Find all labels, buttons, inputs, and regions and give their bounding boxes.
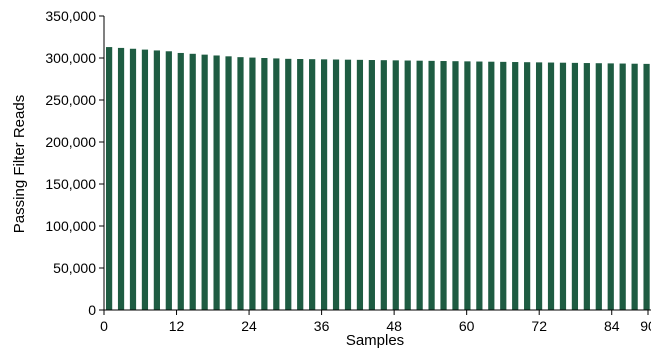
bar (524, 62, 531, 311)
bar (416, 60, 423, 310)
y-tick-label: 250,000 (45, 92, 96, 108)
x-tick-label: 0 (100, 318, 108, 334)
y-ticks-group: 0 50,000 100,000 150,000 200,000 250,000 300,0… (45, 8, 104, 318)
bar (249, 57, 256, 310)
y-tick-label: 0 (88, 302, 96, 318)
bar (559, 62, 567, 311)
axes-group (103, 16, 651, 311)
bar (428, 60, 435, 310)
y-axis-label: Passing Filter Reads (11, 95, 28, 233)
bar (106, 47, 113, 310)
bar (404, 60, 411, 310)
bar (368, 60, 375, 310)
bars-group (106, 47, 650, 311)
bar (332, 59, 340, 311)
bar (607, 63, 614, 310)
bar (261, 58, 268, 310)
bar (213, 55, 220, 311)
y-tick-label: 150,000 (45, 176, 96, 192)
bar (189, 53, 196, 311)
bar (165, 51, 172, 310)
bar (117, 47, 125, 311)
bar (356, 59, 364, 310)
bar (153, 50, 160, 310)
bar (583, 63, 590, 310)
x-tick-label: 72 (531, 318, 547, 334)
bar (631, 63, 638, 311)
bar (619, 63, 626, 310)
bar (512, 62, 519, 310)
bar (320, 59, 328, 311)
bar (344, 59, 352, 311)
y-tick-label: 100,000 (45, 218, 96, 234)
bar (488, 61, 495, 311)
x-tick-label: 12 (169, 318, 185, 334)
x-tick-label: 36 (314, 318, 330, 334)
x-tick-label: 48 (386, 318, 402, 334)
x-tick-label: 90 (640, 318, 651, 334)
y-tick-label: 350,000 (45, 8, 96, 24)
x-ticks-group: 0 12 24 36 48 60 72 84 90 (100, 310, 651, 334)
bar (643, 63, 650, 310)
x-tick-label: 84 (604, 318, 620, 334)
bar (225, 56, 232, 310)
bar (547, 62, 555, 310)
x-axis-label: Samples (346, 332, 404, 349)
bar (464, 61, 471, 310)
bar (380, 60, 387, 311)
bar (237, 57, 244, 310)
bar (297, 59, 304, 311)
bar (535, 62, 543, 311)
bar (177, 52, 184, 311)
bar (571, 62, 579, 311)
bar (285, 58, 292, 311)
y-tick-label: 200,000 (45, 134, 96, 150)
bar (440, 61, 447, 310)
bar (201, 54, 208, 310)
bar (273, 58, 280, 310)
x-tick-label: 60 (459, 318, 475, 334)
bar (500, 61, 507, 310)
bar (141, 49, 149, 310)
bar (129, 48, 137, 310)
bar (392, 60, 399, 310)
bar (595, 63, 602, 311)
bar (452, 61, 459, 310)
bar (476, 61, 483, 310)
y-tick-label: 50,000 (53, 260, 96, 276)
y-tick-label: 300,000 (45, 50, 96, 66)
x-tick-label: 24 (241, 318, 257, 334)
bar (309, 59, 316, 311)
